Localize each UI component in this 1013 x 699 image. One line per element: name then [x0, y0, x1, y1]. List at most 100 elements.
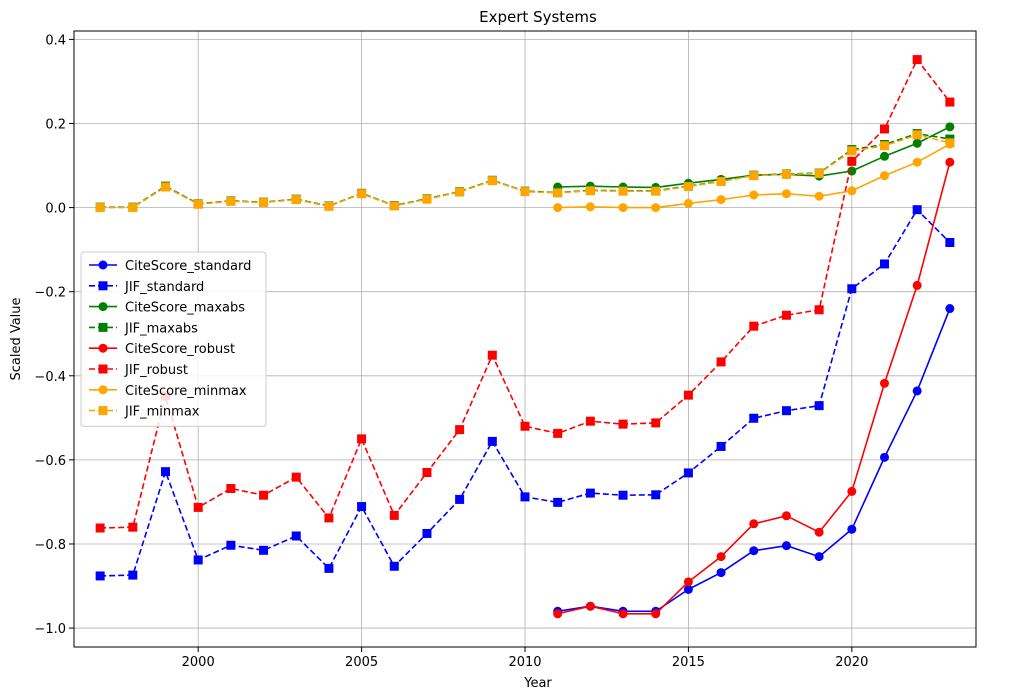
x-tick-label: 2020: [835, 655, 868, 670]
data-point: [193, 555, 203, 565]
data-point: [553, 497, 563, 507]
data-point: [553, 188, 563, 198]
data-point: [618, 609, 628, 619]
legend-marker: [98, 343, 108, 353]
data-point: [912, 130, 922, 140]
data-point: [847, 186, 857, 196]
legend-label: CiteScore_maxabs: [125, 301, 245, 316]
data-point: [226, 196, 236, 206]
data-point: [324, 201, 334, 211]
data-point: [357, 189, 367, 199]
y-tick-label: 0.0: [45, 202, 66, 217]
data-point: [683, 198, 693, 208]
legend-item-jif-minmax: JIF_minmax: [89, 405, 200, 420]
data-point: [716, 552, 726, 562]
series-jif-standard: [95, 205, 955, 581]
data-point: [128, 203, 138, 213]
data-point: [95, 523, 105, 533]
data-point: [324, 513, 334, 523]
y-axis-ticks: −1.0 −0.8 −0.6 −0.4 −0.2 0.0 0.2 0.4: [34, 33, 74, 637]
data-point: [618, 186, 628, 196]
x-tick-label: 2015: [672, 655, 705, 670]
legend-label: CiteScore_minmax: [125, 384, 247, 399]
data-point: [651, 490, 661, 500]
legend-item-citescore-robust: CiteScore_robust: [89, 342, 235, 357]
data-point: [847, 486, 857, 496]
data-point: [781, 511, 791, 521]
data-point: [226, 540, 236, 550]
data-point: [716, 568, 726, 578]
data-point: [357, 502, 367, 512]
data-point: [716, 357, 726, 367]
legend-marker: [98, 385, 108, 395]
data-point: [651, 203, 661, 213]
legend-marker: [98, 260, 108, 270]
data-point: [585, 416, 595, 426]
legend-item-jif-robust: JIF_robust: [89, 363, 188, 378]
data-point: [651, 418, 661, 428]
data-point: [749, 190, 759, 200]
data-point: [553, 609, 563, 619]
legend-label: JIF_minmax: [124, 405, 200, 420]
data-point: [781, 406, 791, 416]
data-point: [847, 284, 857, 294]
data-point: [716, 441, 726, 451]
data-point: [716, 195, 726, 205]
data-point: [879, 124, 889, 134]
data-point: [585, 601, 595, 611]
x-axis-ticks: 2000 2005 2010 2015 2020: [182, 647, 868, 670]
data-point: [847, 524, 857, 534]
legend-marker: [98, 322, 108, 332]
series-line-jif-robust: [100, 58, 951, 529]
data-point: [128, 570, 138, 580]
data-point: [749, 413, 759, 423]
y-tick-label: −0.2: [34, 286, 66, 301]
data-point: [945, 238, 955, 248]
data-point: [879, 452, 889, 462]
data-point: [912, 157, 922, 167]
x-tick-label: 2000: [182, 655, 215, 670]
x-tick-label: 2005: [345, 655, 378, 670]
data-point: [683, 182, 693, 192]
legend-label: CiteScore_standard: [125, 259, 251, 274]
data-point: [879, 151, 889, 161]
legend-item-citescore-maxabs: CiteScore_maxabs: [89, 301, 245, 316]
data-point: [585, 202, 595, 212]
y-tick-label: −0.6: [34, 454, 66, 469]
legend-label: JIF_maxabs: [124, 321, 198, 336]
data-point: [291, 472, 301, 482]
series-citescore-robust: [553, 157, 955, 619]
data-point: [585, 186, 595, 196]
x-tick-label: 2010: [508, 655, 541, 670]
data-point: [259, 490, 269, 500]
data-point: [912, 386, 922, 396]
data-point: [259, 545, 269, 555]
data-point: [259, 198, 269, 208]
data-point: [455, 494, 465, 504]
data-point: [291, 195, 301, 205]
data-point: [683, 390, 693, 400]
x-axis-label: Year: [523, 676, 552, 691]
data-point: [945, 304, 955, 314]
data-point: [585, 488, 595, 498]
legend-item-jif-maxabs: JIF_maxabs: [89, 321, 198, 336]
data-point: [161, 182, 171, 192]
data-point: [912, 205, 922, 215]
data-point: [847, 156, 857, 166]
data-point: [193, 502, 203, 512]
legend: CiteScore_standard JIF_standard CiteScore_…: [80, 251, 267, 427]
data-point: [749, 519, 759, 529]
data-point: [879, 259, 889, 269]
legend-marker: [98, 364, 108, 374]
data-point: [945, 138, 955, 148]
data-point: [683, 468, 693, 478]
data-point: [95, 571, 105, 581]
legend-item-jif-standard: JIF_standard: [89, 280, 204, 295]
data-point: [814, 169, 824, 179]
data-point: [455, 187, 465, 197]
data-point: [781, 310, 791, 320]
legend-box: [80, 251, 267, 427]
data-point: [781, 169, 791, 179]
data-point: [618, 203, 628, 213]
